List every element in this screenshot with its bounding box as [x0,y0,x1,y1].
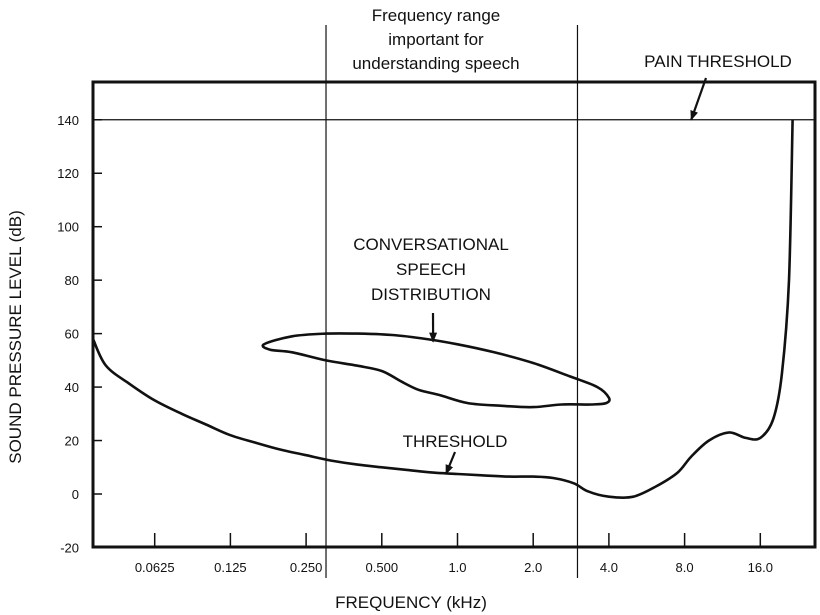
speech-range-label-line-2: important for [388,30,484,49]
pain-threshold-label: PAIN THRESHOLD [644,52,792,71]
y-tick-label: 60 [65,327,79,342]
y-tick-label: 120 [57,166,79,181]
speech-distribution-curve [261,332,611,409]
x-tick-label: 1.0 [448,560,466,575]
y-tick-label: 100 [57,220,79,235]
speech-distribution-label-line-2: SPEECH [396,260,466,279]
y-tick-label: 0 [72,487,79,502]
y-tick-label: -20 [60,540,79,555]
plot-frame [91,80,817,549]
speech-distribution-label-line-1: CONVERSATIONAL [353,235,509,254]
x-tick-label: 0.500 [366,560,399,575]
x-tick-label: 0.0625 [135,560,175,575]
x-axis: 0.0625 0.125 0.250 0.500 1.0 2.0 4.0 8.0 16.0 [135,533,773,575]
y-tick-label: 140 [57,113,79,128]
x-tick-label: 8.0 [676,560,694,575]
y-tick-label: 20 [65,434,79,449]
x-tick-label: 0.250 [290,560,323,575]
speech-range-label-line-3: understanding speech [352,54,519,73]
y-axis-title: SOUND PRESSURE LEVEL (dB) [6,210,25,464]
pain-threshold-arrow [690,77,708,121]
y-tick-label: 80 [65,273,79,288]
x-axis-title: FREQUENCY (kHz) [335,593,487,612]
threshold-arrow [444,451,457,475]
y-axis: 140 120 100 80 60 40 20 0 -20 [57,113,102,555]
x-tick-label: 4.0 [600,560,618,575]
threshold-curve [91,119,794,500]
speech-distribution-label-line-3: DISTRIBUTION [371,285,491,304]
x-tick-label: 16.0 [748,560,773,575]
speech-range-label-line-1: Frequency range [372,6,501,25]
threshold-label: THRESHOLD [403,432,508,451]
y-tick-label: 40 [65,380,79,395]
x-tick-label: 2.0 [524,560,542,575]
x-tick-label: 0.125 [214,560,247,575]
